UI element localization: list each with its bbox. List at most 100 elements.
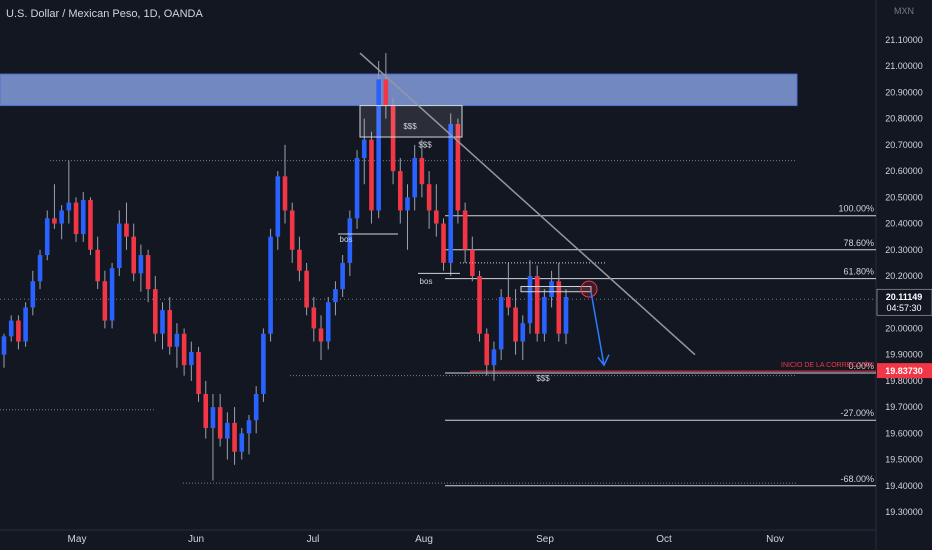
target-circle xyxy=(580,280,598,298)
candle-body xyxy=(325,302,331,342)
candle-body xyxy=(1,336,7,355)
candle-body xyxy=(383,79,389,106)
candle xyxy=(354,150,360,229)
candle-body xyxy=(225,422,230,439)
candle xyxy=(419,139,425,198)
fib-level-label: -27.00% xyxy=(840,408,874,418)
candle xyxy=(549,270,554,308)
candle-body xyxy=(405,197,410,211)
candle-body xyxy=(354,158,360,219)
currency-label: MXN xyxy=(894,6,914,16)
candle-body xyxy=(556,281,562,334)
candle-body xyxy=(261,333,266,394)
candle xyxy=(563,289,569,345)
candle xyxy=(297,236,302,282)
candle xyxy=(59,205,64,240)
candle-body xyxy=(23,307,28,342)
candle xyxy=(23,302,28,347)
price-tick-label: 20.60000 xyxy=(885,166,923,176)
candle xyxy=(239,428,245,460)
arrow-head xyxy=(597,354,610,367)
month-label: Sep xyxy=(536,534,554,545)
candle xyxy=(261,328,266,402)
candle-body xyxy=(196,352,201,394)
candle xyxy=(217,394,223,447)
candle xyxy=(153,276,158,342)
fib-level-label: 0.00% xyxy=(848,361,874,371)
price-tick-label: 21.00000 xyxy=(885,61,923,71)
month-label: Oct xyxy=(656,534,672,545)
candle xyxy=(30,270,36,316)
candle xyxy=(556,262,562,342)
candle-body xyxy=(527,276,533,324)
candle-body xyxy=(311,307,317,329)
candle-body xyxy=(109,268,115,321)
candle xyxy=(318,315,324,360)
candle xyxy=(289,202,295,263)
candle xyxy=(527,260,533,334)
supply-zone xyxy=(0,73,798,107)
candle-body xyxy=(520,323,526,342)
candle-body xyxy=(66,202,72,211)
candle xyxy=(181,328,187,376)
candle-body xyxy=(542,296,547,334)
liquidity-label: $$$ xyxy=(418,141,432,150)
candle-body xyxy=(304,270,309,308)
candle-body xyxy=(361,139,367,158)
candle-body xyxy=(131,236,136,274)
candle-body xyxy=(52,218,57,224)
price-tick-label: 20.30000 xyxy=(885,245,923,255)
candle xyxy=(412,144,417,211)
fib-level-label: 78.60% xyxy=(843,238,874,248)
candle-body xyxy=(282,176,288,211)
candle xyxy=(196,346,201,402)
candle-body xyxy=(426,184,432,211)
price-tick-label: 20.70000 xyxy=(885,140,923,150)
candle-body xyxy=(340,262,345,290)
candle-body xyxy=(217,407,223,439)
candle xyxy=(1,333,7,368)
candle xyxy=(102,270,108,329)
price-tick-label: 20.50000 xyxy=(885,192,923,202)
candle-body xyxy=(412,158,417,198)
candle-body xyxy=(138,255,144,274)
candle xyxy=(124,202,129,250)
price-tick-label: 20.00000 xyxy=(885,323,923,333)
candle xyxy=(477,270,482,342)
price-axis-panel xyxy=(876,0,932,550)
candle-body xyxy=(203,394,209,429)
price-tick-label: 20.20000 xyxy=(885,271,923,281)
candle xyxy=(491,341,497,381)
candle xyxy=(210,394,216,481)
candle xyxy=(513,289,518,355)
candle-body xyxy=(549,281,554,297)
liquidity-label: $$$ xyxy=(536,374,550,383)
candle xyxy=(361,118,367,185)
candle xyxy=(73,197,79,242)
candle xyxy=(498,289,504,360)
candle-body xyxy=(44,218,50,256)
candle-body xyxy=(167,310,173,347)
candle xyxy=(160,302,165,350)
candle xyxy=(441,218,446,271)
candle-body xyxy=(397,171,403,211)
candle xyxy=(246,414,252,455)
month-label: Nov xyxy=(766,534,784,545)
candle xyxy=(376,60,381,219)
candle-body xyxy=(189,352,194,366)
candle xyxy=(462,202,468,263)
candle-body xyxy=(8,320,14,337)
candle-body xyxy=(253,394,259,421)
candle xyxy=(138,244,144,292)
candle-body xyxy=(239,433,245,452)
price-tick-label: 19.50000 xyxy=(885,455,923,465)
candle-body xyxy=(369,139,374,211)
bos-label: bos xyxy=(420,277,433,286)
candle-body xyxy=(80,199,86,235)
candle xyxy=(405,184,410,250)
candle-body xyxy=(268,236,273,334)
candle xyxy=(95,236,100,290)
candle-body xyxy=(73,202,79,235)
